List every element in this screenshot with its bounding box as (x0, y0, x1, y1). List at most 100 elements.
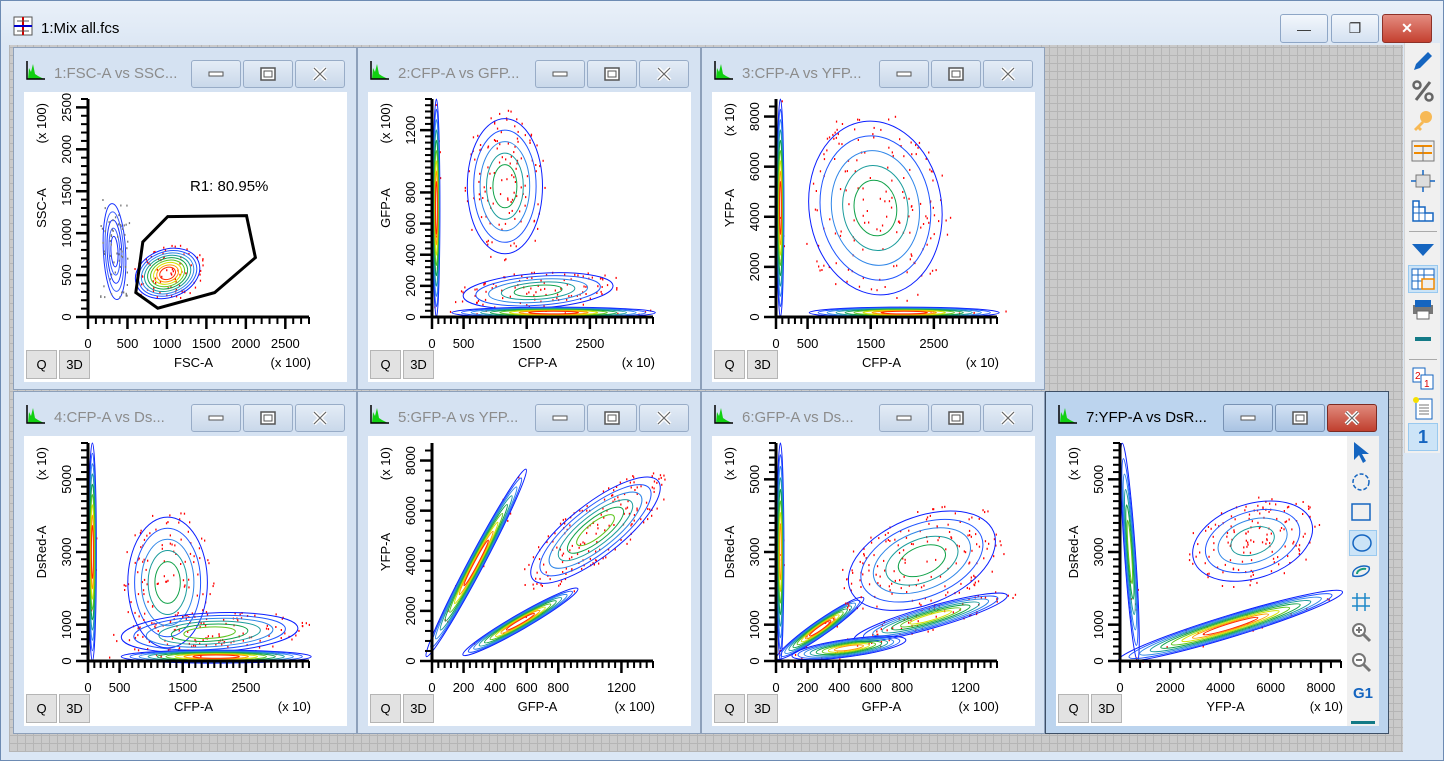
contour-line (1123, 488, 1136, 616)
gate-r1-polygon[interactable] (134, 214, 258, 310)
plot-minimize-button[interactable] (191, 60, 241, 88)
event-dot (151, 622, 153, 625)
event-dot (612, 500, 614, 503)
plot-window-1[interactable]: 1:FSC-A vs SSC... 0 500 1000 1500 2000 2500 0 5… (13, 47, 357, 390)
plot-restore-button[interactable] (931, 60, 981, 88)
event-dot (581, 509, 583, 512)
plot-window-2[interactable]: 2:CFP-A vs GFP... 0 500 1500 2500 0 200 400 600… (357, 47, 701, 390)
dot-plot[interactable]: 0 200 400 600 800 1200 0 1000 3000 5000 GFP-A (x 10… (712, 436, 1035, 726)
quadrant-stats-button[interactable]: Q (26, 694, 57, 723)
event-dot (134, 561, 136, 564)
restore-button[interactable]: ❐ (1331, 14, 1379, 43)
plot-close-button[interactable] (639, 60, 689, 88)
event-dot (1271, 498, 1273, 501)
dot-plot[interactable]: 0 500 1500 2500 0 2000 4000 6000 8000 CFP-A (x 10)… (712, 92, 1035, 382)
gate-label-tool[interactable]: G1 (1349, 680, 1377, 706)
plot-minimize-button[interactable] (535, 404, 585, 432)
dropdown-button[interactable] (1408, 236, 1438, 264)
quadrant-stats-button[interactable]: Q (370, 694, 401, 723)
event-dot (162, 257, 165, 260)
event-dot (487, 166, 489, 169)
plot-close-button[interactable] (1327, 404, 1377, 432)
polygon-gate-tool[interactable] (1349, 560, 1377, 586)
event-dot (524, 204, 526, 207)
plot-area[interactable]: 0 200 400 600 800 1200 0 1000 3000 5000 GFP-A (x 10… (712, 436, 1035, 726)
resize-button[interactable] (1408, 167, 1438, 195)
percent-button[interactable] (1408, 77, 1438, 105)
3d-view-button[interactable]: 3D (59, 350, 90, 379)
3d-view-button[interactable]: 3D (403, 350, 434, 379)
page-number-button[interactable]: 1 (1408, 423, 1438, 451)
plot-window-3[interactable]: 3:CFP-A vs YFP... 0 500 1500 2500 0 2000 4000 6… (701, 47, 1045, 390)
x-axis-scale: (x 10) (622, 355, 655, 370)
3d-view-button[interactable]: 3D (59, 694, 90, 723)
quadrant-stats-button[interactable]: Q (1058, 694, 1089, 723)
close-button[interactable]: ✕ (1382, 14, 1432, 43)
zoom-in-tool[interactable] (1349, 620, 1377, 646)
dot-plot[interactable]: 0 200 400 600 800 1200 0 2000 4000 6000 8000 GFP-A (… (368, 436, 691, 726)
minimize-button[interactable]: — (1280, 14, 1328, 43)
plot-area[interactable]: 0 200 400 600 800 1200 0 2000 4000 6000 8000 GFP-A (… (368, 436, 691, 726)
plot-area[interactable]: 0 500 1500 2500 0 1000 3000 5000 CFP-A (x 10) DsRe… (24, 436, 347, 726)
quadrant-stats-button[interactable]: Q (370, 350, 401, 379)
quadrant-stats-button[interactable]: Q (714, 694, 745, 723)
3d-view-button[interactable]: 3D (747, 350, 778, 379)
plot-restore-button[interactable] (931, 404, 981, 432)
key-button[interactable] (1408, 107, 1438, 135)
quadrant-grid-tool[interactable] (1349, 590, 1377, 616)
quadrant-stats-button[interactable]: Q (26, 350, 57, 379)
plot-close-button[interactable] (983, 60, 1033, 88)
plot-window-6[interactable]: 6:GFP-A vs Ds... 0 200 400 600 800 1200 0 1000 3… (701, 391, 1045, 734)
minus-button[interactable] (1408, 325, 1438, 353)
event-dot (480, 216, 483, 219)
y-tick-label: 8000 (403, 446, 418, 475)
window-title: 1:Mix all.fcs (41, 20, 120, 37)
plot-restore-button[interactable] (1275, 404, 1325, 432)
zoom-out-tool[interactable] (1349, 650, 1377, 676)
print-button[interactable] (1408, 295, 1438, 323)
pointer-arrow-tool[interactable] (1349, 440, 1377, 466)
plot-close-button[interactable] (295, 404, 345, 432)
plot-area[interactable]: 0 500 1500 2500 0 200 400 600 800 1200 CFP-A (x 10)… (368, 92, 691, 382)
plot-window-7[interactable]: 7:YFP-A vs DsR... 0 2000 4000 6000 8000 0 1000… (1045, 391, 1389, 734)
plot-restore-button[interactable] (243, 60, 293, 88)
event-dot (501, 228, 503, 231)
plot-minimize-button[interactable] (191, 404, 241, 432)
plot-restore-button[interactable] (243, 404, 293, 432)
plot-window-title: 1:FSC-A vs SSC... (54, 65, 178, 82)
y-tick-label: 5000 (747, 465, 762, 494)
3d-view-button[interactable]: 3D (1091, 694, 1122, 723)
plot-area[interactable]: 0 500 1500 2500 0 2000 4000 6000 8000 CFP-A (x 10)… (712, 92, 1035, 382)
dot-plot[interactable]: 0 500 1500 2500 0 200 400 600 800 1200 CFP-A (x 10)… (368, 92, 691, 382)
circle-gate-tool[interactable] (1349, 470, 1377, 496)
pencil-button[interactable] (1408, 47, 1438, 75)
staircase-button[interactable] (1408, 197, 1438, 225)
grid-layout-button[interactable] (1408, 265, 1438, 293)
plot-window-5[interactable]: 5:GFP-A vs YFP... 0 200 400 600 800 1200 0 2000… (357, 391, 701, 734)
plot-minimize-button[interactable] (1223, 404, 1273, 432)
plot-minimize-button[interactable] (535, 60, 585, 88)
plot-restore-button[interactable] (587, 60, 637, 88)
plot-close-button[interactable] (983, 404, 1033, 432)
dot-plot[interactable]: 0 500 1000 1500 2000 2500 0 500 1000 1500 2000 2500… (24, 92, 347, 382)
plot-close-button[interactable] (639, 404, 689, 432)
ellipse-gate-tool[interactable] (1349, 530, 1377, 556)
plot-restore-button[interactable] (587, 404, 637, 432)
plot-area[interactable]: 0 2000 4000 6000 8000 0 1000 3000 5000 YFP-A (x 10… (1056, 436, 1379, 726)
plot-close-button[interactable] (295, 60, 345, 88)
plot-minimize-button[interactable] (879, 404, 929, 432)
plot-window-4[interactable]: 4:CFP-A vs Ds... 0 500 1500 2500 0 1000 3000 50… (13, 391, 357, 734)
layout-button[interactable] (1408, 137, 1438, 165)
dot-plot[interactable]: 0 2000 4000 6000 8000 0 1000 3000 5000 YFP-A (x 10… (1056, 436, 1379, 726)
page-order-icon: 21 (1412, 367, 1434, 390)
plot-area[interactable]: 0 500 1000 1500 2000 2500 0 500 1000 1500 2000 2500… (24, 92, 347, 382)
rectangle-gate-tool[interactable] (1349, 500, 1377, 526)
3d-view-button[interactable]: 3D (403, 694, 434, 723)
dot-plot[interactable]: 0 500 1500 2500 0 1000 3000 5000 CFP-A (x 10) DsRe… (24, 436, 347, 726)
quadrant-stats-button[interactable]: Q (714, 350, 745, 379)
new-document-button[interactable] (1408, 394, 1438, 422)
3d-view-button[interactable]: 3D (747, 694, 778, 723)
plot-minimize-button[interactable] (879, 60, 929, 88)
event-dot (910, 619, 912, 622)
